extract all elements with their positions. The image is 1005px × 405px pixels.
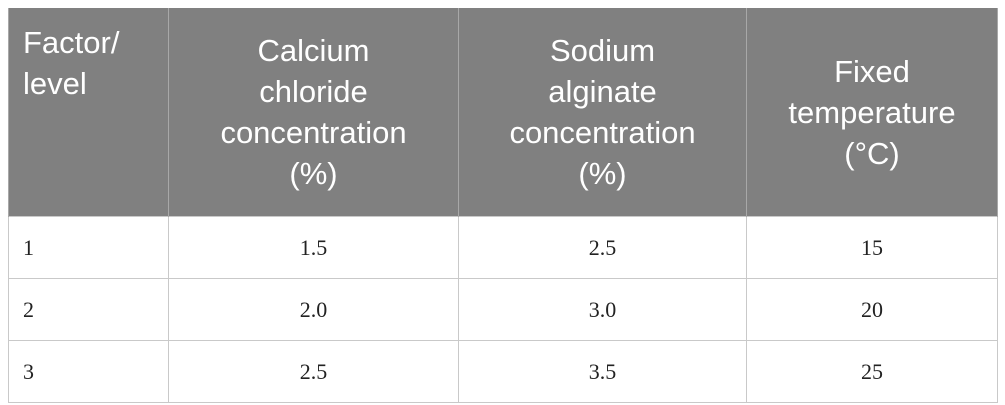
table-cell: 2.5 [168,340,459,403]
table-cell: 3.0 [458,278,747,341]
table-cell: 1.5 [168,216,459,279]
table-body: 1 1.5 2.5 15 2 2.0 3.0 20 3 2.5 3.5 25 [8,216,998,403]
table-cell: 2 [8,278,169,341]
header-cell: Calcium chloride concentration (%) [168,8,459,217]
header-text: alginate [548,74,657,109]
table-row: 3 2.5 3.5 25 [8,340,998,403]
header-row: Factor/level Calcium chloride concentration… [8,8,998,217]
table-cell: 25 [746,340,998,403]
table-cell: 3.5 [458,340,747,403]
header-text: Factor/ [23,25,120,60]
table-cell: 15 [746,216,998,279]
table-container: Factor/level Calcium chloride concentration… [8,8,998,403]
header-cell: Fixed temperature (°C) [746,8,998,217]
header-text: Calcium [257,33,370,68]
header-text: concentration [220,115,407,150]
header-text: concentration [509,115,696,150]
table: Factor/level Calcium chloride concentration… [8,8,998,403]
header-cell: Sodium alginate concentration (%) [458,8,747,217]
table-cell: 1 [8,216,169,279]
header-cell: Factor/level [8,8,169,217]
header-text: Sodium [549,33,656,68]
header-text: (%) [578,156,627,191]
table-cell: 2.5 [458,216,747,279]
header-text: Fixed [834,53,910,89]
header-text: chloride [259,74,368,109]
header-text: temperature [788,94,956,130]
table-cell: 3 [8,340,169,403]
header-text: (%) [289,156,338,191]
table-row: 2 2.0 3.0 20 [8,278,998,341]
header-text: (°C) [844,135,900,171]
table-cell: 2.0 [168,278,459,341]
header-text: level [23,66,87,101]
table-row: 1 1.5 2.5 15 [8,216,998,279]
table-cell: 20 [746,278,998,341]
